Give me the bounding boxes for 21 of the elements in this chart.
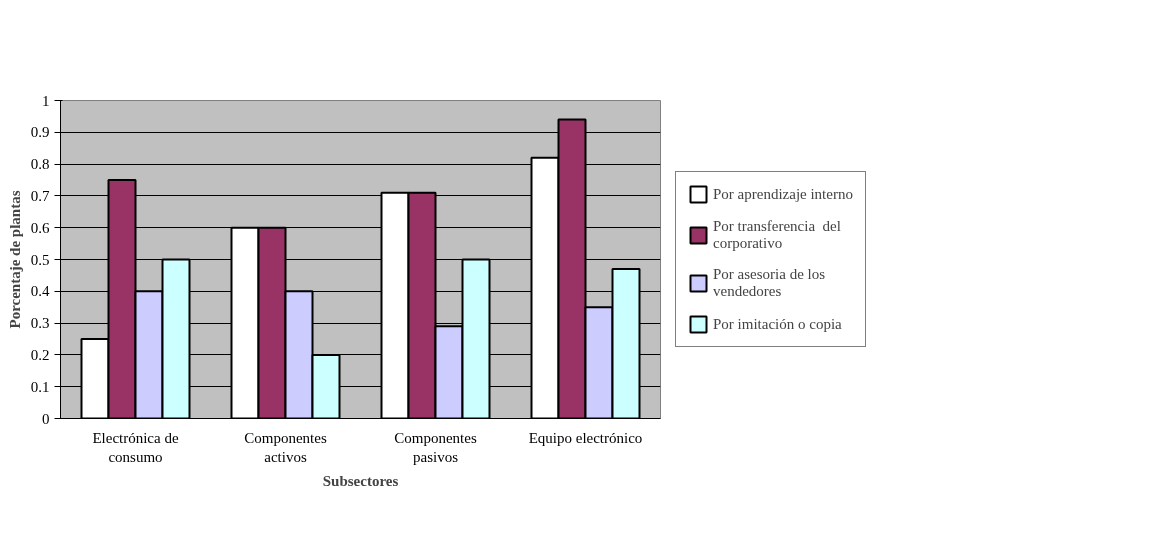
y-tick-label: 0.6 xyxy=(30,219,50,236)
legend-label: Por asesoria de los vendedores xyxy=(713,266,826,300)
y-tick-label: 0.3 xyxy=(30,315,50,332)
legend-label: Por imitación o copia xyxy=(713,315,842,333)
y-tick-label: 0.1 xyxy=(30,378,50,395)
y-tick-label: 0.7 xyxy=(30,187,50,204)
y-axis-title: Porcentaje de plantas xyxy=(6,190,23,329)
y-tick-label: 0 xyxy=(42,410,50,427)
x-tick-label: Componentes activos xyxy=(244,429,327,465)
y-tick-label: 1 xyxy=(42,92,50,109)
x-axis-title: Subsectores xyxy=(322,472,399,489)
y-tick-label: 0.4 xyxy=(30,283,50,300)
legend-label: Por aprendizaje interno xyxy=(713,185,853,203)
y-tick-label: 0.2 xyxy=(30,346,50,363)
x-tick-label: Electrónica de consumo xyxy=(92,429,179,465)
y-tick-label: 0.5 xyxy=(30,251,50,268)
y-tick-label: 0.9 xyxy=(30,124,50,141)
x-tick-label: Equipo electrónico xyxy=(528,429,643,446)
y-tick-label: 0.8 xyxy=(30,156,50,173)
legend-label: Por transferencia del corporativo xyxy=(713,218,841,252)
x-tick-label: Componentes pasivos xyxy=(394,429,477,465)
